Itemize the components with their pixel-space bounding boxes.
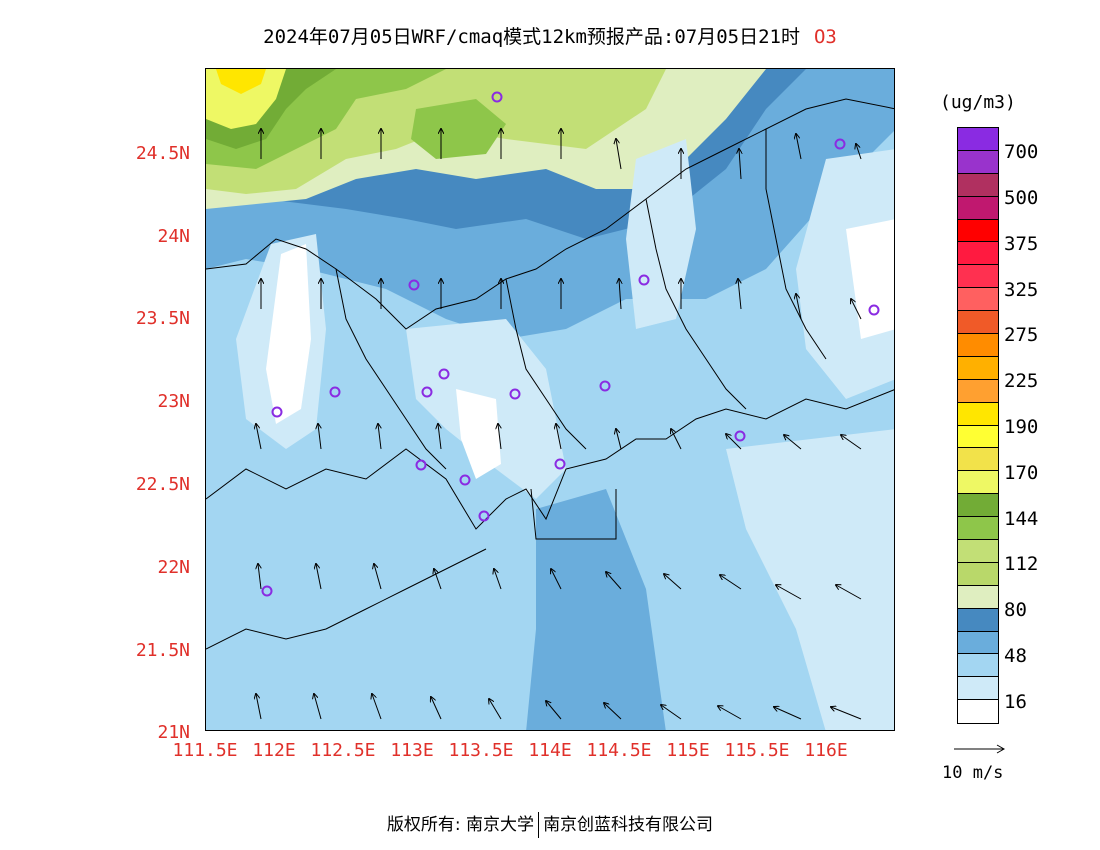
lat-label-21-5: 21.5N [135, 640, 190, 661]
colorbar-segment [958, 379, 998, 403]
lon-label-114: 114E [528, 740, 572, 761]
unit-label: (ug/m3) [940, 92, 1016, 113]
title-text: 2024年07月05日WRF/cmaq模式12km预报产品:07月05日21时 [263, 26, 800, 48]
colorbar-label-48: 48 [1004, 645, 1027, 667]
colorbar-label-80: 80 [1004, 599, 1027, 621]
lat-label-21: 21N [157, 722, 190, 743]
lon-label-115: 115E [666, 740, 710, 761]
colorbar-segment [958, 677, 998, 701]
colorbar-segment [958, 288, 998, 312]
colorbar-segment [958, 517, 998, 541]
o3-band-190-225 [216, 69, 266, 94]
lon-label-114-5: 114.5E [586, 740, 652, 761]
colorbar-label-144: 144 [1004, 508, 1039, 530]
o3-band-0-16-west [266, 244, 311, 424]
lon-label-116: 116E [804, 740, 848, 761]
o3-band-48-64-south [526, 489, 666, 730]
chart-title: 2024年07月05日WRF/cmaq模式12km预报产品:07月05日21时 O… [0, 22, 1100, 49]
colorbar-segment [958, 356, 998, 380]
lat-label-24: 24N [157, 226, 190, 247]
lon-label-113-5: 113.5E [448, 740, 514, 761]
colorbar-label-16: 16 [1004, 691, 1027, 713]
colorbar-segment [958, 448, 998, 472]
colorbar-segment [958, 196, 998, 220]
colorbar-segment [958, 242, 998, 266]
wind-vectors [256, 129, 862, 720]
colorbar-segment [958, 128, 998, 151]
colorbar-segment [958, 631, 998, 655]
colorbar-label-325: 325 [1004, 279, 1039, 301]
o3-band-16-32-southeast [726, 429, 894, 730]
colorbar-segment [958, 540, 998, 563]
lon-label-112-5: 112.5E [310, 740, 376, 761]
lon-label-112: 112E [252, 740, 296, 761]
colorbar-label-190: 190 [1004, 416, 1039, 438]
o3-band-112-144-east [411, 99, 506, 159]
colorbar-segment [958, 494, 998, 518]
o3-band-16-32-east [796, 149, 894, 399]
colorbar-label-700: 700 [1004, 141, 1039, 163]
copyright-right: 南京创蓝科技有限公司 [543, 815, 714, 835]
colorbar-label-112: 112 [1004, 553, 1039, 575]
colorbar-label-375: 375 [1004, 233, 1039, 255]
lon-label-115-5: 115.5E [724, 740, 790, 761]
lat-label-22: 22N [157, 557, 190, 578]
colorbar-segment [958, 173, 998, 197]
footer-divider [538, 812, 540, 838]
colorbar-segment [958, 402, 998, 426]
lat-label-24-5: 24.5N [135, 143, 190, 164]
lon-label-113: 113E [390, 740, 434, 761]
lat-label-23: 23N [157, 391, 190, 412]
lat-label-22-5: 22.5N [135, 474, 190, 495]
colorbar-segment [958, 608, 998, 632]
colorbar-segment [958, 150, 998, 174]
colorbar-segment [958, 654, 998, 678]
lat-label-23-5: 23.5N [135, 308, 190, 329]
colorbar-segment [958, 334, 998, 357]
colorbar [957, 127, 999, 725]
colorbar-label-170: 170 [1004, 462, 1039, 484]
colorbar-segment [958, 562, 998, 586]
species-label: O3 [813, 26, 837, 48]
reference-vector-label: 10 m/s [942, 763, 1004, 783]
copyright-footer: 版权所有: 南京大学 南京创蓝科技有限公司 [0, 810, 1100, 838]
colorbar-segment [958, 585, 998, 609]
colorbar-segment [958, 265, 998, 289]
colorbar-label-225: 225 [1004, 370, 1039, 392]
colorbar-segment [958, 219, 998, 243]
boundary-lines [206, 98, 894, 650]
copyright-left: 版权所有: 南京大学 [386, 815, 535, 835]
colorbar-segment [958, 471, 998, 495]
o3-band-0-16-center [456, 389, 501, 479]
concentration-field [206, 69, 894, 730]
colorbar-label-275: 275 [1004, 324, 1039, 346]
lon-label-111-5: 111.5E [172, 740, 238, 761]
colorbar-segment [958, 700, 998, 724]
colorbar-segment [958, 311, 998, 335]
colorbar-segment [958, 425, 998, 449]
colorbar-label-500: 500 [1004, 187, 1039, 209]
o3-band-0-16-east [846, 219, 894, 339]
station-markers [261, 91, 880, 597]
reference-vector-arrow [954, 744, 1006, 754]
forecast-map[interactable] [205, 68, 895, 731]
